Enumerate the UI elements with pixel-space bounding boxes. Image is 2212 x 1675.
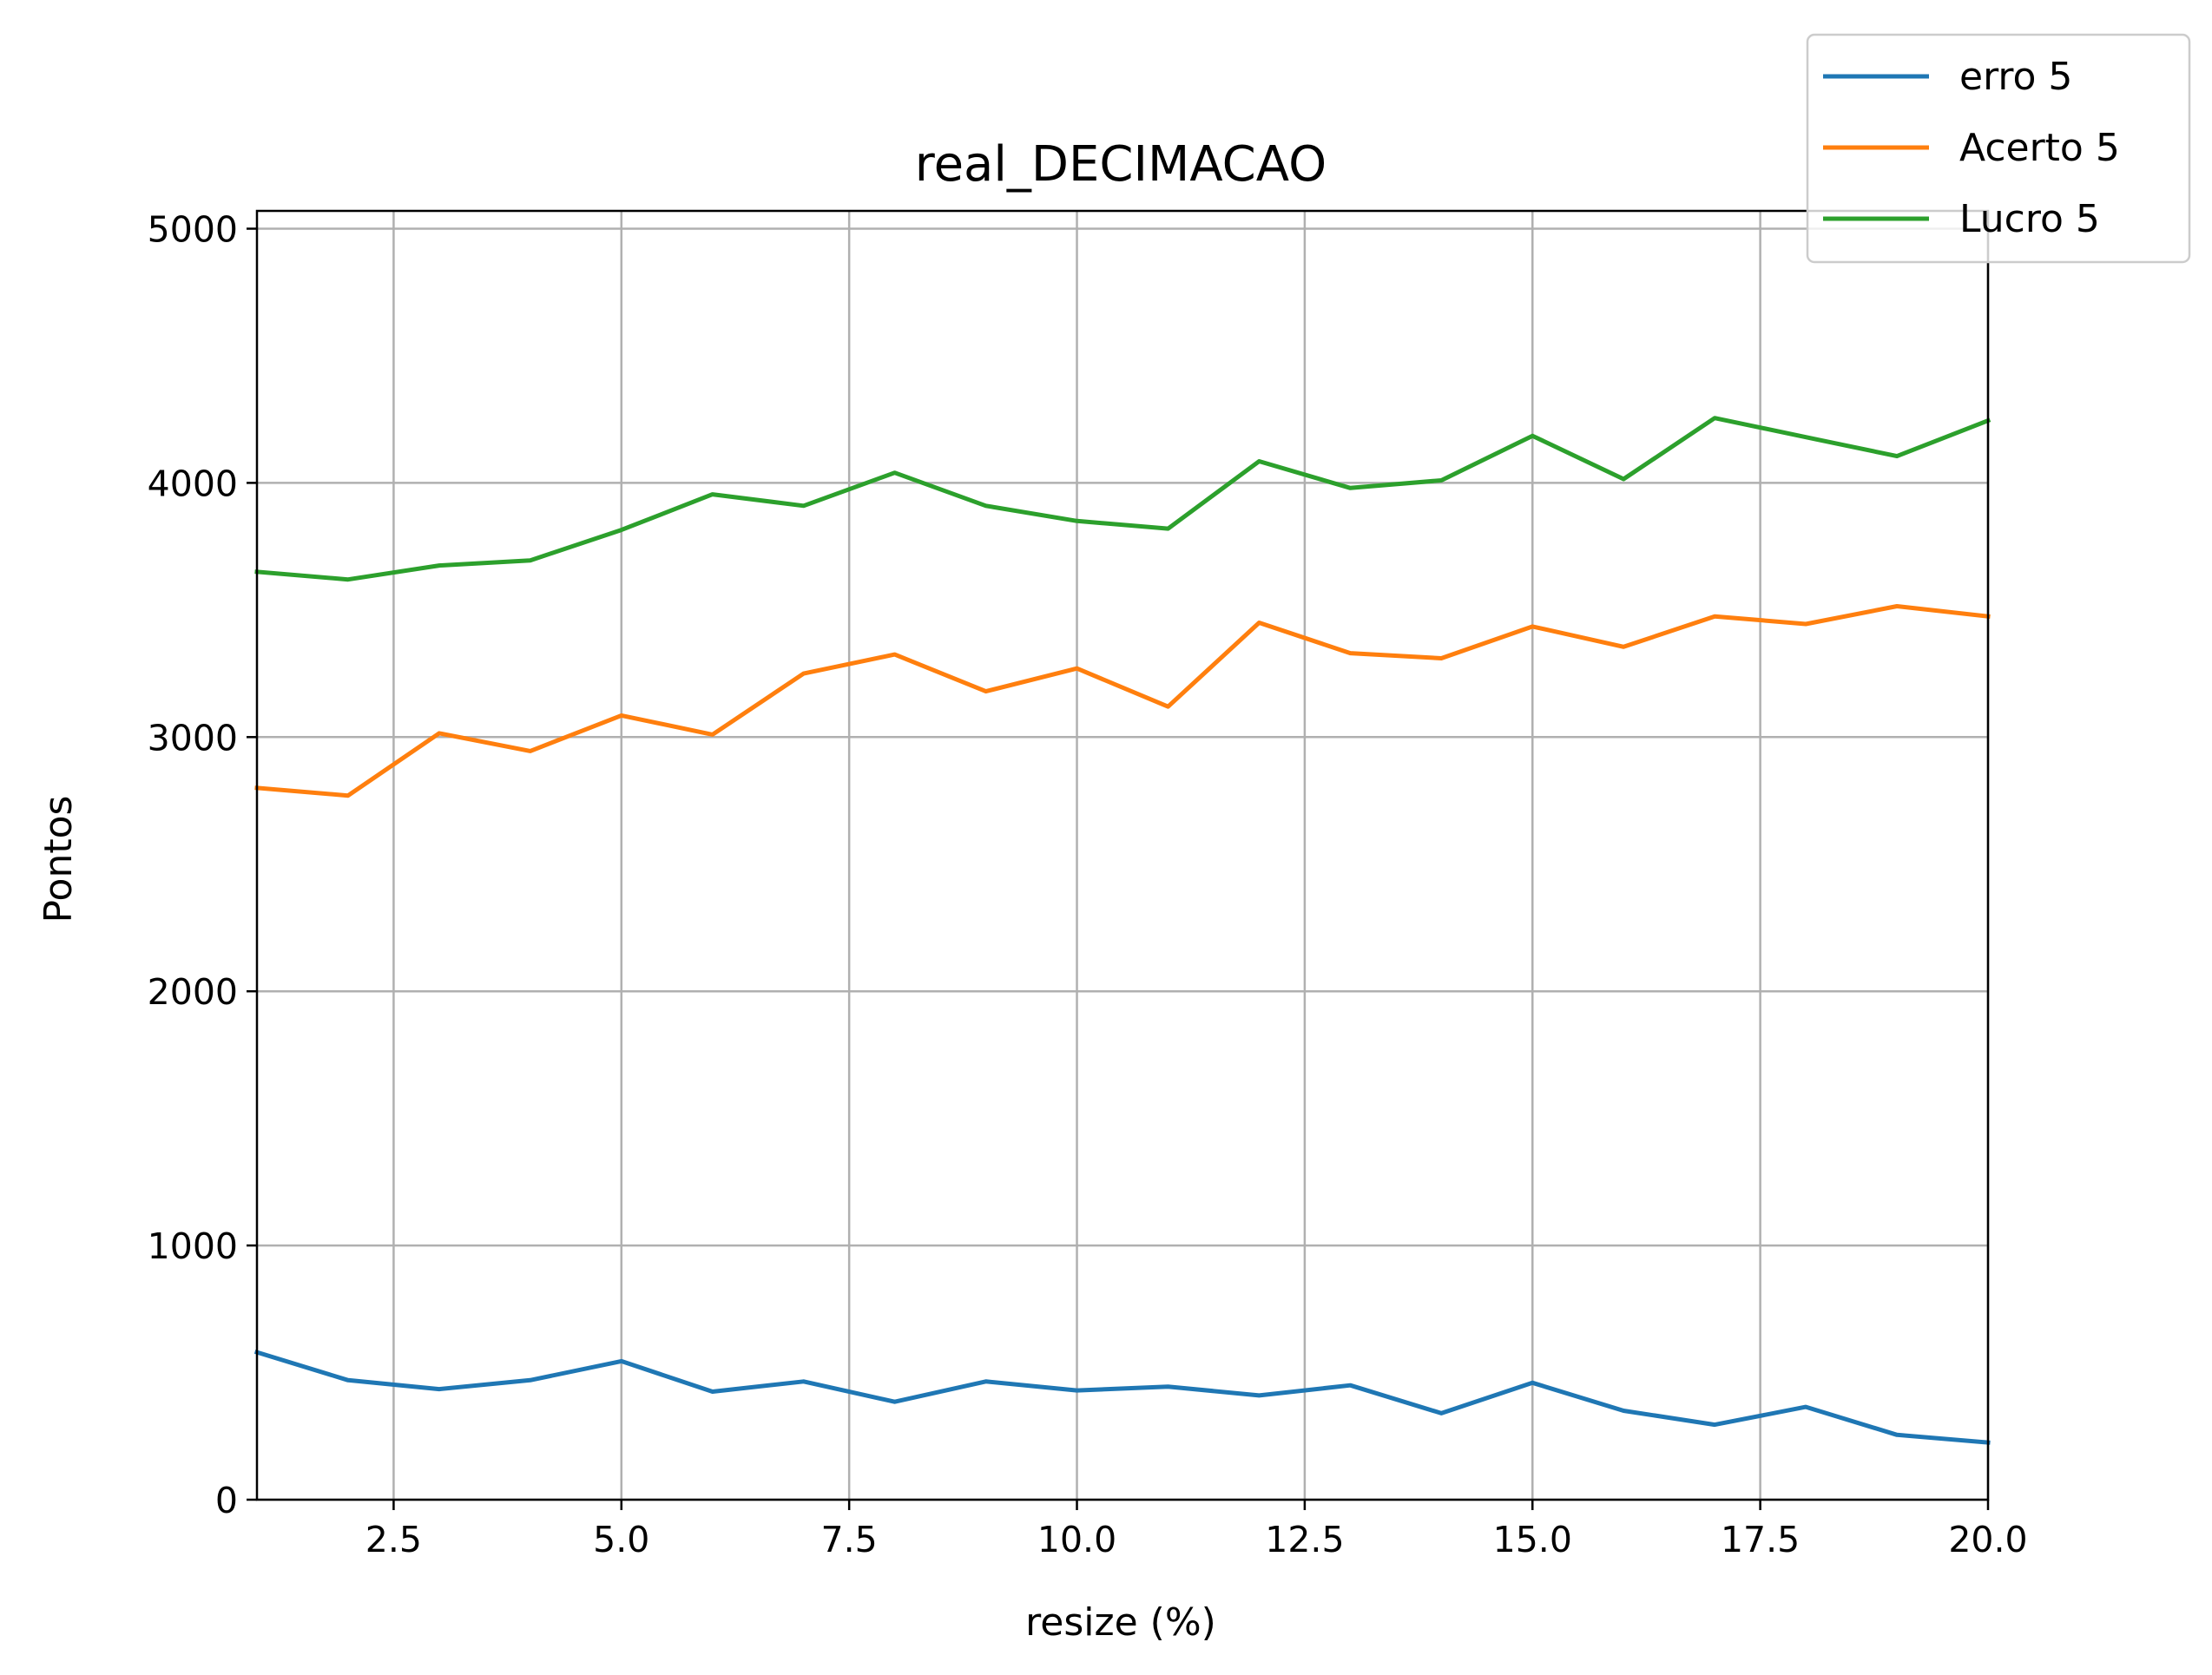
- legend-label-acerto-5: Acerto 5: [1959, 126, 2120, 170]
- plot-frame: [255, 209, 1990, 1501]
- x-tick-label: 20.0: [1948, 1519, 2027, 1560]
- series-line-lucro-5: [254, 416, 1991, 582]
- y-tick-label: 1000: [148, 1225, 238, 1267]
- legend-label-erro-5: erro 5: [1959, 55, 2072, 99]
- series-line-acerto-5: [254, 604, 1991, 798]
- y-tick-label: 0: [215, 1480, 238, 1521]
- legend-box: [1806, 33, 2191, 264]
- x-tick-label: 17.5: [1721, 1519, 1800, 1560]
- series-lines: [253, 416, 1991, 1445]
- x-axis-label: resize (%): [1025, 1600, 1216, 1645]
- y-tick-label: 4000: [148, 463, 238, 504]
- y-tick-label: 2000: [148, 971, 238, 1013]
- grid-lines: [257, 211, 1990, 1501]
- x-tick-label: 10.0: [1037, 1519, 1116, 1560]
- x-tick-label: 12.5: [1265, 1519, 1344, 1560]
- legend-label-lucro-5: Lucro 5: [1959, 197, 2100, 241]
- x-tick-label: 7.5: [821, 1519, 878, 1560]
- y-tick-label: 3000: [148, 717, 238, 759]
- legend: erro 5 Acerto 5 Lucro 5: [1806, 33, 2191, 264]
- x-tick-label: 15.0: [1493, 1519, 1572, 1560]
- y-tick-label: 5000: [148, 209, 238, 251]
- chart-title: real_DECIMACAO: [915, 136, 1327, 193]
- x-tick-label: 2.5: [365, 1519, 422, 1560]
- x-tick-label: 5.0: [593, 1519, 649, 1560]
- y-axis-label: Pontos: [36, 796, 81, 923]
- series-line-erro-5: [253, 1349, 1991, 1445]
- axis-ticks: 2.5 5.0 7.5 10.0 12.5 15.0 17.5 20.0 0 1000 2000 30…: [148, 209, 2028, 1560]
